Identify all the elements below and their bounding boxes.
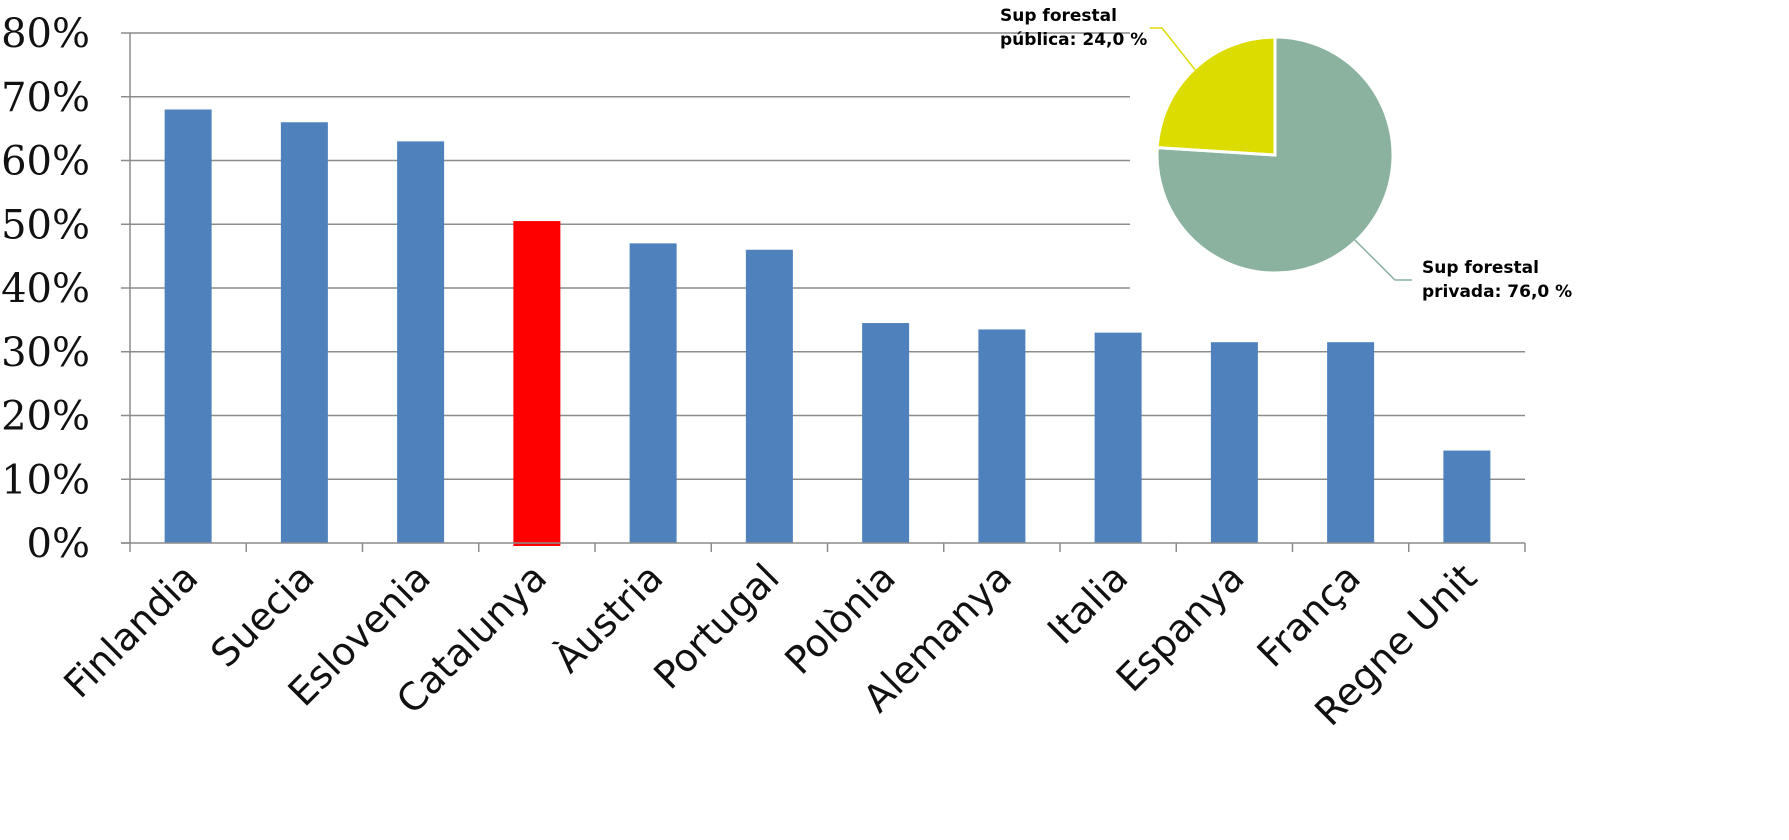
axes — [121, 33, 1525, 552]
bar-regne-unit — [1443, 450, 1491, 543]
bar-italia — [1094, 332, 1142, 543]
bar-eslovenia — [397, 141, 445, 543]
bar-espanya — [1210, 342, 1258, 543]
y-tick-label: 50% — [1, 202, 90, 248]
y-tick-label: 70% — [1, 75, 90, 121]
pie-chart — [1155, 35, 1395, 275]
bar-finlandia — [164, 109, 212, 543]
bar-fran-a — [1327, 342, 1375, 543]
bar--ustria — [629, 243, 677, 543]
y-tick-label: 20% — [1, 394, 90, 440]
x-tick-label: Portugal — [645, 555, 787, 697]
pie-label: Sup forestal privada: 76,0 % — [1422, 258, 1572, 302]
y-tick-label: 0% — [27, 521, 90, 567]
pie-leader-line — [1150, 27, 1197, 72]
x-tick-label: Finlandia — [55, 555, 206, 706]
y-tick-labels: 0% 10% 20% 30% 40% 50% 60% 70% 80% — [1, 11, 90, 567]
pie-label: Sup forestal pública: 24,0 % — [1000, 6, 1147, 50]
bar-portugal — [745, 249, 793, 543]
bar-suecia — [280, 122, 328, 543]
bar-series — [164, 109, 1491, 546]
pie-leader-line — [1353, 238, 1412, 281]
x-tick-label: Italia — [1039, 555, 1136, 652]
y-tick-label: 30% — [1, 330, 90, 376]
y-tick-label: 60% — [1, 139, 90, 185]
y-tick-label: 10% — [1, 457, 90, 503]
x-tick-label: Espanya — [1108, 555, 1253, 700]
bar-pol-nia — [862, 323, 910, 543]
y-tick-label: 80% — [1, 11, 90, 57]
bar-alemanya — [978, 329, 1026, 543]
bar-catalunya — [513, 221, 561, 546]
x-tick-labels: FinlandiaSueciaEsloveniaCatalunyaÀustria… — [55, 555, 1485, 734]
y-tick-label: 40% — [1, 266, 90, 312]
pie-labels: Sup forestal privada: 76,0 % Sup forestal p… — [1000, 6, 1572, 302]
